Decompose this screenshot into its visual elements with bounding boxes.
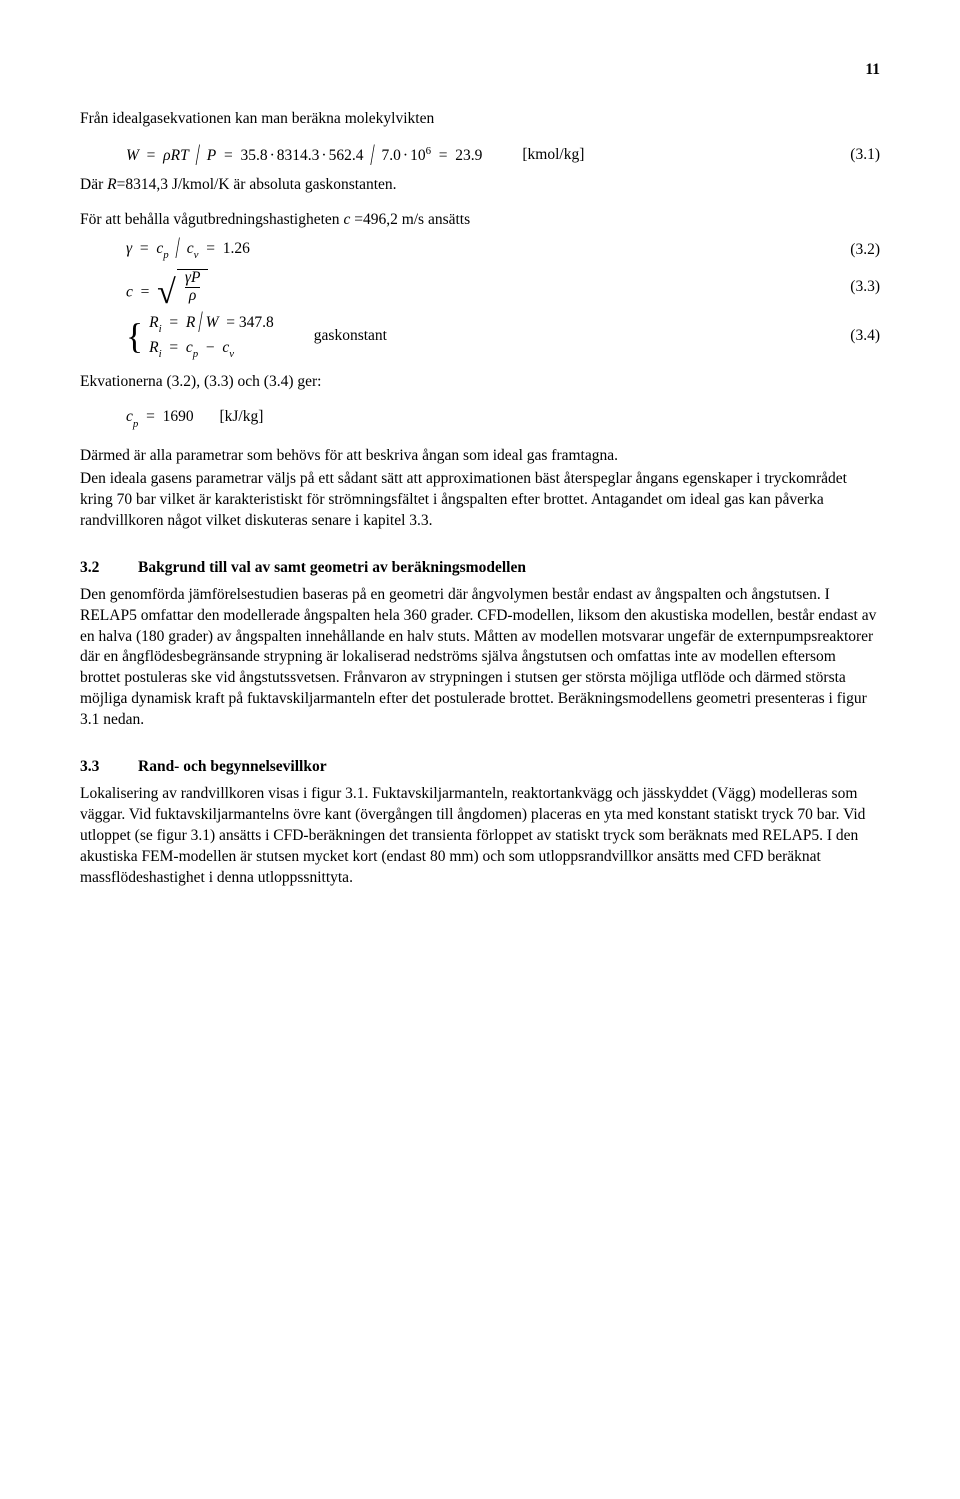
equation-3-1: W = ρRT / P = 35.8·8314.3·562.4 / 7.0·10…: [126, 144, 880, 167]
equation-number: (3.1): [838, 145, 880, 166]
section-3-3-paragraph: Lokalisering av randvillkoren visas i fi…: [80, 784, 880, 889]
equation-word: gaskonstant: [292, 326, 387, 347]
equation-unit: [kmol/kg]: [500, 145, 584, 166]
equation-number: (3.2): [838, 240, 880, 261]
equation-number: (3.3): [838, 277, 880, 298]
equation-3-4: { Ri = R/W = 347.8 Ri = cp − cv gaskonst…: [126, 313, 880, 360]
ekvationerna-line: Ekvationerna (3.2), (3.3) och (3.4) ger:: [80, 372, 880, 393]
section-3-2-paragraph: Den genomförda jämförelsestudien baseras…: [80, 585, 880, 731]
equation-3-3: c = √ γP ρ (3.3): [126, 269, 880, 305]
page-number: 11: [80, 60, 880, 81]
intro-paragraph-1: Från idealgasekvationen kan man beräkna …: [80, 109, 880, 130]
intro-paragraph-3: För att behålla vågutbredningshastighete…: [80, 210, 880, 231]
equation-number: (3.4): [838, 326, 880, 347]
paragraph-darmed: Därmed är alla parametrar som behövs för…: [80, 446, 880, 467]
paragraph-ideal-gas: Den ideala gasens parametrar väljs på et…: [80, 469, 880, 532]
result-cp: cp = 1690 [kJ/kg]: [126, 407, 880, 430]
section-3-2-heading: 3.2Bakgrund till val av samt geometri av…: [80, 558, 880, 579]
section-3-3-heading: 3.3Rand- och begynnelsevillkor: [80, 757, 880, 778]
equation-3-2: γ = cp / cv = 1.26 (3.2): [126, 239, 880, 262]
